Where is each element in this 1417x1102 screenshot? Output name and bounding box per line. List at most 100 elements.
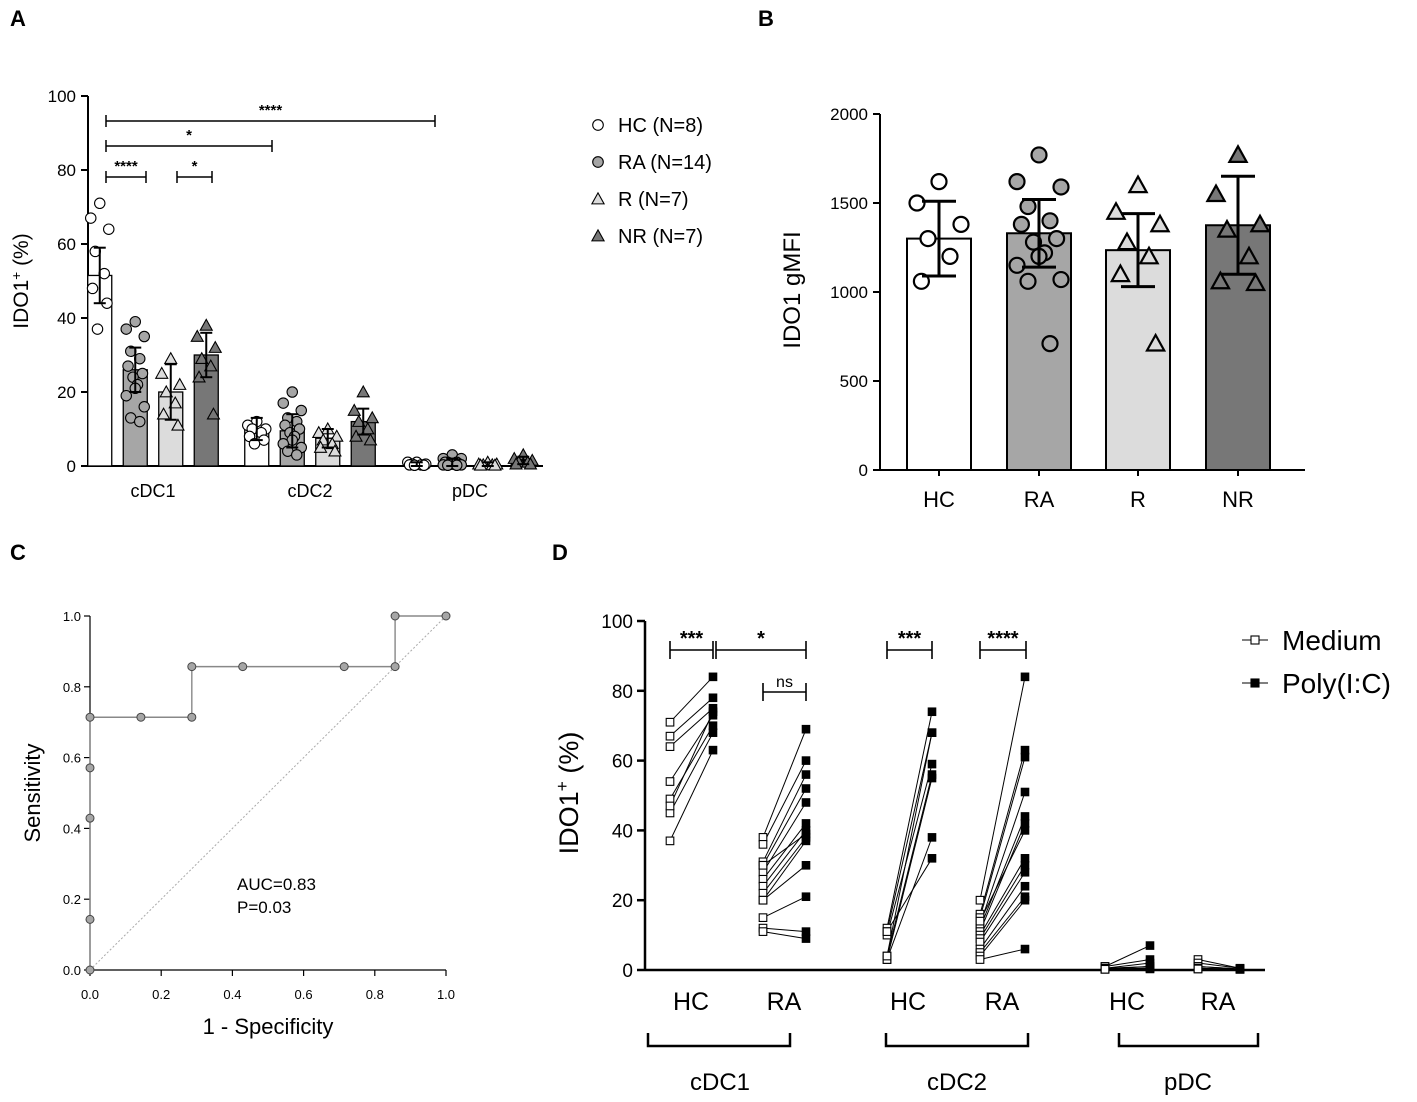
- d-pair-line: [886, 763, 933, 936]
- d-sig-bracket-label: ns: [776, 674, 793, 691]
- d-sig-bracket-label: *: [757, 628, 765, 650]
- a-data-point: [136, 367, 149, 380]
- a-y-tick-label: 60: [57, 235, 76, 254]
- b-data-point: [930, 173, 948, 191]
- d-x-tick-label: RA: [767, 988, 802, 1016]
- a-data-point: [206, 407, 221, 420]
- d-pair-line: [669, 711, 714, 807]
- c-x-tick-label: 1.0: [437, 987, 455, 1002]
- d-pair-line: [669, 725, 714, 800]
- d-polyic-point: [1020, 745, 1030, 755]
- a-data-point: [473, 458, 488, 471]
- d-pair-line: [886, 774, 933, 957]
- a-data-point: [159, 384, 174, 398]
- panel-label-d: D: [552, 540, 568, 565]
- d-sig-bracket-label: ****: [987, 628, 1018, 650]
- c-roc-point: [85, 914, 95, 924]
- a-y-tick-label: 80: [57, 161, 76, 180]
- d-pair-line: [1197, 966, 1241, 970]
- d-pair-line: [762, 837, 807, 894]
- a-data-point: [347, 403, 362, 416]
- d-pair-line: [979, 948, 1026, 961]
- d-pair-line: [979, 676, 1026, 901]
- d-y-tick-label: 20: [612, 891, 633, 912]
- d-polyic-point: [1020, 854, 1030, 863]
- d-legend-label: Medium: [1282, 625, 1382, 656]
- a-y-tick-label: 40: [57, 309, 76, 328]
- a-data-point: [103, 223, 115, 235]
- d-pair-line: [886, 777, 933, 960]
- a-sig-bracket-label: *: [186, 127, 192, 144]
- a-data-point: [351, 414, 366, 427]
- d-pair-line: [886, 732, 933, 932]
- d-pair-line: [762, 729, 807, 838]
- b-data-point: [1019, 272, 1037, 290]
- c-y-tick-label: 0.8: [63, 680, 81, 695]
- d-x-tick-label: HC: [890, 988, 926, 1016]
- a-legend-label: NR (N=7): [618, 226, 703, 248]
- d-sig-bracket-label: ***: [898, 628, 922, 650]
- d-polyic-point: [927, 728, 937, 737]
- b-x-tick-label: NR: [1222, 487, 1254, 512]
- d-pair-line: [762, 823, 807, 880]
- d-polyic-point: [1020, 895, 1030, 905]
- d-pair-line: [762, 788, 807, 866]
- a-data-point: [199, 318, 214, 331]
- d-pair-line: [886, 732, 933, 957]
- d-x-tick-label: RA: [1201, 988, 1236, 1016]
- b-y-tick-label: 1500: [830, 194, 868, 213]
- d-polyic-point: [1020, 944, 1030, 954]
- c-y-tick-label: 0.6: [63, 751, 81, 766]
- a-legend-marker: [592, 156, 604, 168]
- a-data-point: [86, 282, 99, 295]
- d-polyic-point: [708, 728, 718, 737]
- a-data-point: [138, 401, 151, 413]
- a-data-point: [349, 429, 363, 442]
- c-roc-point: [441, 611, 451, 621]
- d-pair-line: [979, 865, 1026, 939]
- d-pair-line: [979, 885, 1026, 950]
- d-x-tick-label: HC: [1109, 988, 1145, 1016]
- a-data-point: [172, 377, 187, 390]
- d-medium-point: [1100, 964, 1110, 974]
- a-data-point: [120, 323, 133, 335]
- d-medium-point: [665, 717, 675, 727]
- b-data-point: [1008, 256, 1026, 274]
- b-data-point: [1047, 230, 1066, 248]
- a-data-point: [91, 323, 104, 335]
- d-pair-line: [1197, 959, 1241, 969]
- b-data-point: [1227, 144, 1249, 163]
- a-data-point: [168, 395, 183, 409]
- d-medium-point: [975, 916, 985, 926]
- d-polyic-point: [1235, 965, 1245, 974]
- d-pair-line: [979, 791, 1026, 925]
- d-y-tick-label: 60: [612, 752, 633, 773]
- b-data-point: [1238, 245, 1260, 265]
- a-data-point: [203, 358, 218, 372]
- a-x-tick-label: cDC2: [287, 481, 332, 501]
- b-y-tick-label: 1000: [830, 283, 868, 302]
- a-y-tick-label: 100: [48, 87, 76, 106]
- d-polyic-point: [1145, 941, 1155, 950]
- b-data-point: [1249, 213, 1271, 233]
- b-x-tick-label: R: [1130, 487, 1146, 512]
- panel-d-paired-scatter: 0 20 40 60 80 100 IDO1+ (%) HC RA HC RA HC RA cDC1 cDC…: [552, 612, 1391, 1096]
- d-pair-line: [762, 840, 807, 901]
- c-roc-point: [85, 813, 95, 823]
- d-medium-point: [758, 895, 768, 905]
- a-data-point: [156, 407, 171, 420]
- b-data-point: [919, 230, 937, 248]
- d-pair-line: [1104, 962, 1151, 969]
- b-data-point: [912, 272, 931, 290]
- a-legend-marker: [592, 119, 604, 131]
- d-polyic-point: [1020, 826, 1030, 835]
- a-data-point: [286, 386, 298, 398]
- d-pair-line: [669, 707, 714, 748]
- a-x-tick-label: cDC1: [130, 481, 175, 501]
- b-data-point: [1105, 201, 1127, 220]
- a-data-point: [290, 449, 303, 461]
- d-medium-point: [665, 801, 675, 811]
- d-x-tick-label: RA: [985, 988, 1020, 1016]
- c-auc-annotation: AUC=0.83: [237, 875, 316, 894]
- panel-label-a: A: [10, 6, 26, 31]
